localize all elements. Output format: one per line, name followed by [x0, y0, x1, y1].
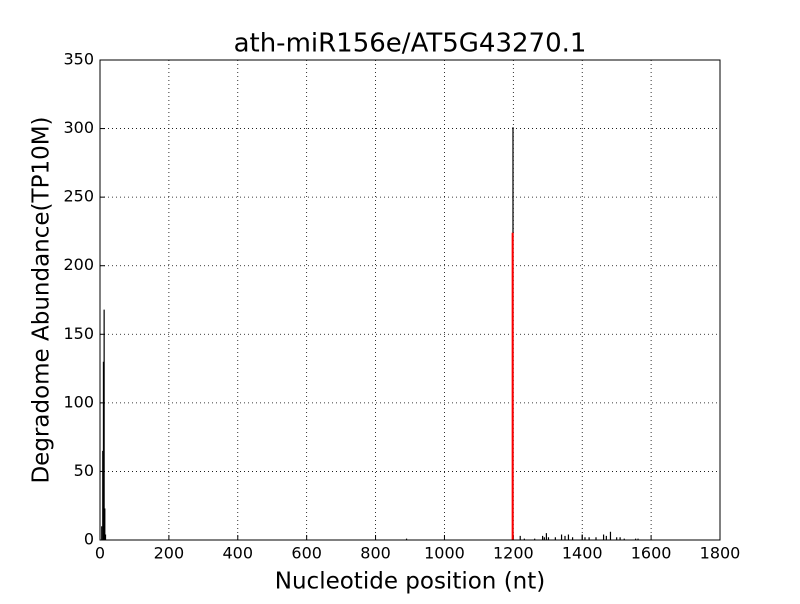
x-tick-label: 1000: [424, 544, 465, 563]
x-tick-label: 800: [360, 544, 391, 563]
y-tick-label: 300: [63, 118, 94, 137]
y-tick-label: 200: [63, 255, 94, 274]
x-axis-label: Nucleotide position (nt): [275, 569, 545, 595]
chart-title: ath-miR156e/AT5G43270.1: [234, 29, 587, 59]
y-axis-label: Degradome Abundance(TP10M): [29, 116, 55, 483]
y-tick-label: 250: [63, 187, 94, 206]
y-tick-label: 150: [63, 324, 94, 343]
x-tick-label: 600: [291, 544, 322, 563]
x-tick-label: 0: [95, 544, 105, 563]
y-tick-label: 100: [63, 392, 94, 411]
y-tick-label: 50: [74, 461, 94, 480]
x-tick-label: 400: [223, 544, 254, 563]
x-tick-label: 200: [154, 544, 185, 563]
x-tick-label: 1600: [631, 544, 672, 563]
plot-frame: [99, 59, 721, 541]
y-tick-label: 0: [84, 530, 94, 549]
x-tick-label: 1400: [562, 544, 603, 563]
y-tick-label: 350: [63, 50, 94, 69]
x-tick-label: 1200: [493, 544, 534, 563]
x-tick-label: 1800: [700, 544, 741, 563]
